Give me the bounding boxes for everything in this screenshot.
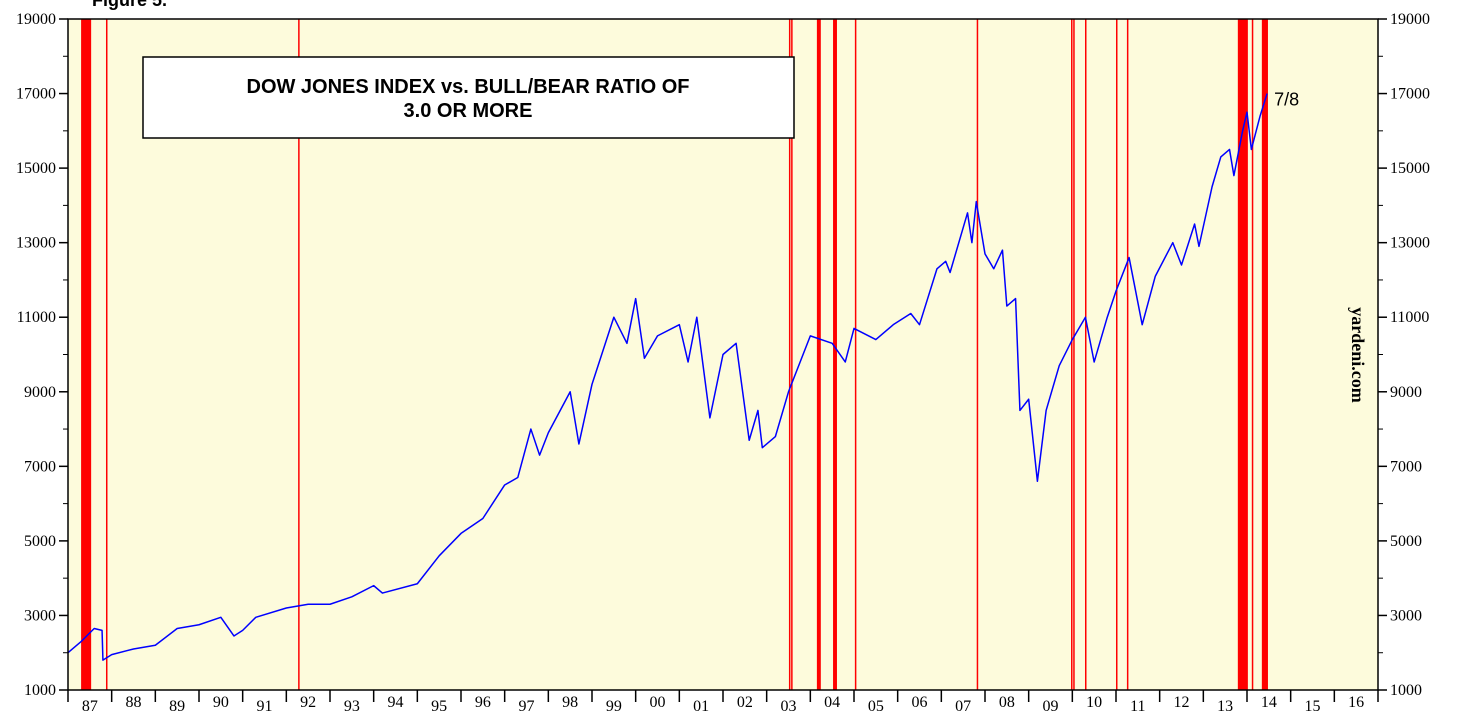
chart-title: 3.0 OR MORE bbox=[404, 100, 533, 122]
shaded-period bbox=[1251, 19, 1254, 690]
x-tick-label: 92 bbox=[300, 694, 316, 711]
x-tick-label: 02 bbox=[737, 694, 753, 711]
x-tick-label: 91 bbox=[257, 698, 273, 715]
y2-tick-label: 1000 bbox=[1390, 682, 1422, 699]
y-tick-label: 19000 bbox=[16, 11, 56, 28]
y-tick-label: 1000 bbox=[24, 682, 56, 699]
y2-tick-label: 3000 bbox=[1390, 607, 1422, 624]
source-label: yardeni.com bbox=[1348, 307, 1368, 402]
shaded-period bbox=[105, 19, 108, 690]
y-tick-label: 5000 bbox=[24, 533, 56, 550]
shaded-period bbox=[976, 19, 979, 690]
chart-title: DOW JONES INDEX vs. BULL/BEAR RATIO OF bbox=[247, 76, 690, 98]
shaded-period bbox=[854, 19, 857, 690]
y-tick-label: 3000 bbox=[24, 607, 56, 624]
x-tick-label: 04 bbox=[824, 694, 840, 711]
x-tick-label: 96 bbox=[475, 694, 491, 711]
x-tick-label: 14 bbox=[1261, 694, 1277, 711]
y-tick-label: 11000 bbox=[17, 309, 56, 326]
x-tick-label: 98 bbox=[562, 694, 578, 711]
figure-label: Figure 5. bbox=[92, 0, 167, 10]
shaded-period bbox=[833, 19, 837, 690]
x-tick-label: 87 bbox=[82, 698, 98, 715]
y2-tick-label: 11000 bbox=[1390, 309, 1429, 326]
y2-tick-label: 5000 bbox=[1390, 533, 1422, 550]
y2-tick-label: 15000 bbox=[1390, 160, 1430, 177]
shaded-period bbox=[791, 19, 793, 690]
x-tick-label: 12 bbox=[1174, 694, 1190, 711]
x-tick-label: 93 bbox=[344, 698, 360, 715]
y2-tick-label: 9000 bbox=[1390, 384, 1422, 401]
data-line bbox=[67, 93, 1268, 661]
y-tick-label: 9000 bbox=[24, 384, 56, 401]
shaded-period bbox=[1116, 19, 1118, 690]
y2-tick-label: 19000 bbox=[1390, 11, 1430, 28]
y2-tick-label: 17000 bbox=[1390, 86, 1430, 103]
x-tick-label: 07 bbox=[955, 698, 971, 715]
x-tick-label: 95 bbox=[431, 698, 447, 715]
shaded-period bbox=[816, 19, 821, 690]
x-tick-label: 00 bbox=[650, 694, 666, 711]
x-tick-label: 88 bbox=[126, 694, 142, 711]
title-box bbox=[142, 56, 795, 139]
x-tick-label: 97 bbox=[519, 698, 535, 715]
y-tick-label: 15000 bbox=[16, 160, 56, 177]
shaded-period bbox=[1084, 19, 1087, 690]
x-tick-label: 13 bbox=[1217, 698, 1233, 715]
x-tick-label: 99 bbox=[606, 698, 622, 715]
y-tick-label: 13000 bbox=[16, 235, 56, 252]
x-tick-label: 15 bbox=[1305, 698, 1321, 715]
x-tick-label: 03 bbox=[781, 698, 797, 715]
shaded-period bbox=[1237, 19, 1248, 690]
shaded-period bbox=[81, 19, 92, 690]
x-tick-label: 10 bbox=[1086, 694, 1102, 711]
y-tick-label: 7000 bbox=[24, 458, 56, 475]
x-tick-label: 05 bbox=[868, 698, 884, 715]
shaded-period bbox=[1073, 19, 1075, 690]
y-tick-label: 17000 bbox=[16, 86, 56, 103]
x-tick-label: 06 bbox=[912, 694, 928, 711]
shaded-period bbox=[788, 19, 791, 690]
end-label: 7/8 bbox=[1274, 90, 1299, 110]
shaded-period bbox=[1261, 19, 1268, 690]
x-tick-label: 11 bbox=[1130, 698, 1145, 715]
y2-tick-label: 13000 bbox=[1390, 235, 1430, 252]
x-tick-label: 90 bbox=[213, 694, 229, 711]
x-tick-label: 16 bbox=[1348, 694, 1364, 711]
shaded-period bbox=[1071, 19, 1073, 690]
shaded-period bbox=[1126, 19, 1129, 690]
x-tick-label: 94 bbox=[388, 694, 404, 711]
x-tick-label: 09 bbox=[1043, 698, 1059, 715]
x-tick-label: 08 bbox=[999, 694, 1015, 711]
x-tick-label: 01 bbox=[693, 698, 709, 715]
shaded-period bbox=[298, 19, 300, 690]
y2-tick-label: 7000 bbox=[1390, 458, 1422, 475]
x-tick-label: 89 bbox=[169, 698, 185, 715]
